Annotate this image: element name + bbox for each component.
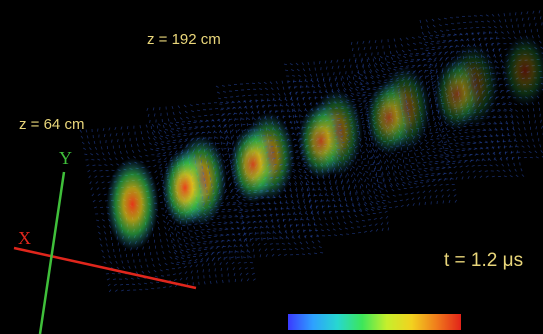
x-axis-line [13,246,197,290]
z-far-label: z = 192 cm [147,31,221,48]
y-axis-label: Y [59,148,72,168]
coordinate-axes [13,171,197,334]
field-slices [79,10,543,293]
z-near-label: z = 64 cm [19,116,85,133]
time-label: t = 1.2 μs [444,250,524,271]
colorbar [287,313,462,331]
y-axis-line [38,171,66,334]
x-axis-label: X [18,228,31,248]
field-slice [79,118,256,293]
